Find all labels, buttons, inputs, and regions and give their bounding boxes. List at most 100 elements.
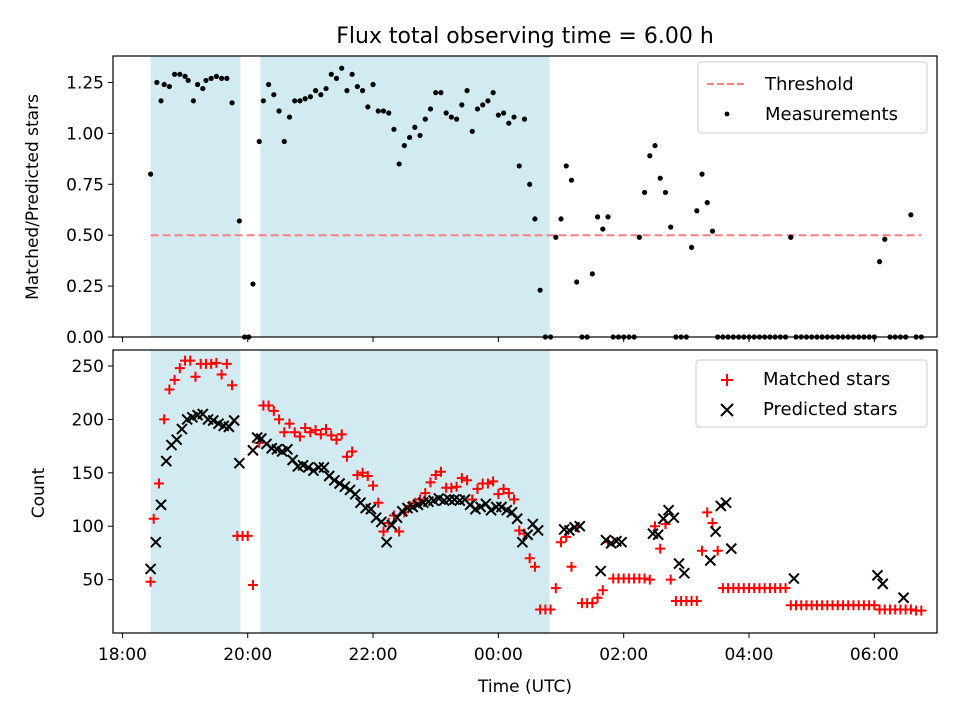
matched-stars-point bbox=[905, 604, 916, 615]
measurement-point bbox=[464, 88, 470, 94]
matched-stars-point bbox=[655, 543, 666, 554]
y-tick-label: 0.25 bbox=[66, 277, 104, 297]
y-tick-label: 0.50 bbox=[66, 226, 104, 246]
observing-interval-band bbox=[150, 350, 241, 633]
matched-stars-point bbox=[425, 477, 436, 488]
measurement-point bbox=[185, 77, 191, 84]
bottom-panel-frame bbox=[112, 349, 938, 634]
y-axis-ticks: 50 100 150 200 250 bbox=[72, 357, 113, 591]
predicted-stars-point bbox=[673, 557, 685, 570]
measurement-point bbox=[194, 81, 201, 88]
matched-stars-point bbox=[174, 363, 185, 374]
predicted-stars-point bbox=[788, 572, 800, 585]
matched-stars-point bbox=[247, 579, 258, 590]
measurement-point bbox=[250, 281, 256, 287]
measurement-point bbox=[333, 75, 340, 81]
measurement-point bbox=[876, 259, 883, 265]
matched-stars-point bbox=[274, 414, 285, 425]
matched-stars-point bbox=[206, 358, 217, 369]
matched-stars-point bbox=[556, 537, 567, 548]
predicted-stars-point bbox=[871, 569, 884, 582]
measurement-point bbox=[302, 96, 308, 102]
matched-stars-point bbox=[420, 488, 431, 499]
y-tick-label: 1.00 bbox=[66, 124, 104, 144]
matched-stars-point bbox=[148, 513, 159, 524]
measurement-point bbox=[537, 287, 543, 293]
measurement-point bbox=[652, 142, 658, 149]
y-tick-label: 0.75 bbox=[66, 175, 104, 195]
measurement-point bbox=[339, 65, 345, 71]
predicted-stars-point bbox=[207, 414, 219, 427]
matched-stars-point bbox=[268, 405, 279, 416]
predicted-stars-point bbox=[339, 480, 351, 493]
predicted-stars-point bbox=[600, 534, 612, 546]
measurement-point bbox=[480, 102, 486, 108]
predicted-stars-point bbox=[160, 455, 172, 467]
measurement-point bbox=[307, 94, 313, 100]
measurement-point bbox=[229, 100, 235, 106]
predicted-stars-point bbox=[709, 525, 722, 538]
measurement-point bbox=[469, 128, 475, 134]
x-tick-label: 22:00 bbox=[349, 645, 398, 665]
measurement-point bbox=[427, 106, 434, 112]
matched-stars-point bbox=[221, 358, 232, 369]
legend-matched-swatch bbox=[721, 374, 733, 386]
matched-stars-point bbox=[373, 497, 384, 508]
legend-frame bbox=[697, 61, 928, 134]
matched-stars-point bbox=[331, 434, 342, 445]
measurement-point bbox=[589, 271, 595, 277]
matched-stars-point bbox=[644, 574, 655, 585]
measurement-point bbox=[256, 138, 262, 145]
matched-stars-point bbox=[279, 427, 290, 438]
measurement-point bbox=[694, 208, 700, 214]
legend-predicted-label: Predicted stars bbox=[763, 399, 897, 420]
predicted-stars-point bbox=[307, 464, 320, 477]
legend-threshold-label: Threshold bbox=[764, 74, 854, 95]
measurement-point bbox=[474, 106, 481, 112]
measurement-point bbox=[657, 175, 663, 181]
matched-stars-point bbox=[707, 518, 718, 529]
matched-stars-point bbox=[587, 598, 598, 609]
matched-stars-point bbox=[378, 526, 389, 537]
matched-stars-point bbox=[300, 422, 311, 433]
matched-stars-point bbox=[315, 429, 326, 440]
x-tick-label: 06:00 bbox=[850, 645, 899, 665]
measurement-point bbox=[208, 75, 214, 81]
predicted-stars-point bbox=[652, 529, 664, 541]
predicted-stars-point bbox=[563, 524, 576, 537]
predicted-stars-point bbox=[495, 501, 508, 513]
measurement-point bbox=[433, 90, 439, 96]
measurement-point bbox=[281, 138, 287, 145]
matched-stars-point bbox=[597, 585, 608, 596]
predicted-stars-point bbox=[725, 542, 737, 555]
y-tick-label: 50 bbox=[82, 571, 104, 591]
observing-intervals bbox=[150, 56, 550, 337]
measurement-point bbox=[271, 92, 277, 98]
matched-stars-point bbox=[550, 583, 561, 594]
matched-stars-point bbox=[169, 374, 180, 385]
matched-stars-point bbox=[242, 530, 253, 541]
matched-stars-point bbox=[639, 573, 650, 584]
matched-stars-point bbox=[159, 414, 170, 425]
matched-stars-point bbox=[326, 430, 337, 441]
matched-stars-point bbox=[472, 483, 483, 494]
matched-stars-point bbox=[916, 605, 927, 616]
matched-stars-point bbox=[650, 521, 661, 532]
matched-stars-point bbox=[451, 481, 462, 492]
matched-stars-point bbox=[263, 400, 274, 411]
observing-interval-band bbox=[260, 56, 550, 337]
measurement-point bbox=[641, 189, 648, 196]
measurement-point bbox=[516, 163, 522, 169]
predicted-stars-point bbox=[328, 474, 341, 486]
measurement-point bbox=[396, 161, 402, 167]
measurement-point bbox=[158, 98, 164, 104]
measurement-point bbox=[224, 75, 230, 81]
matched-stars-point bbox=[446, 482, 457, 493]
predicted-stars-point bbox=[474, 501, 487, 513]
predicted-stars-point bbox=[678, 567, 690, 579]
measurement-point bbox=[360, 88, 366, 94]
measurement-point bbox=[594, 214, 601, 220]
x-axis-label: Time (UTC) bbox=[477, 677, 572, 697]
measurement-point bbox=[354, 83, 360, 90]
measurement-point bbox=[568, 177, 575, 183]
